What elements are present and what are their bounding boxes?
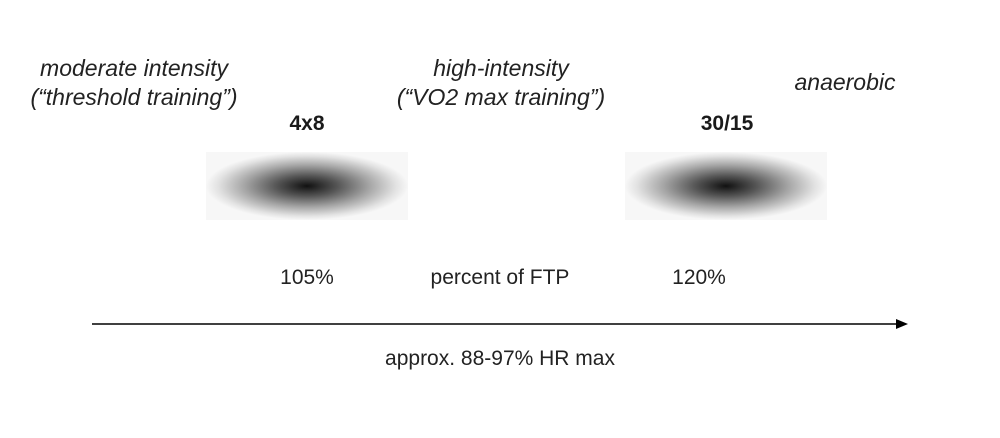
intensity-axis-arrow [92, 319, 908, 329]
zone-anaerobic-title: anaerobic [794, 69, 896, 95]
arrow-head-icon [896, 319, 908, 329]
axis-label-percent-ftp: percent of FTP [430, 266, 570, 289]
workout-label-4x8: 4x8 [289, 112, 325, 135]
percent-label-30-15: 120% [672, 266, 726, 289]
zone-label-high-intensity: high-intensity (“VO2 max training”) [370, 54, 632, 112]
zone-moderate-subtitle: (“threshold training”) [30, 84, 238, 110]
zone-moderate-title: moderate intensity [40, 55, 228, 81]
axis-label-hr-max: approx. 88-97% HR max [385, 347, 615, 370]
intensity-blob-4x8 [206, 152, 408, 220]
zone-high-title: high-intensity [433, 55, 569, 81]
intensity-blob-30-15 [625, 152, 827, 220]
workout-label-30-15: 30/15 [700, 112, 754, 135]
zone-label-anaerobic: anaerobic [770, 68, 920, 97]
zone-label-moderate: moderate intensity (“threshold training”… [0, 54, 268, 112]
zone-high-subtitle: (“VO2 max training”) [396, 84, 606, 110]
percent-label-4x8: 105% [280, 266, 334, 289]
